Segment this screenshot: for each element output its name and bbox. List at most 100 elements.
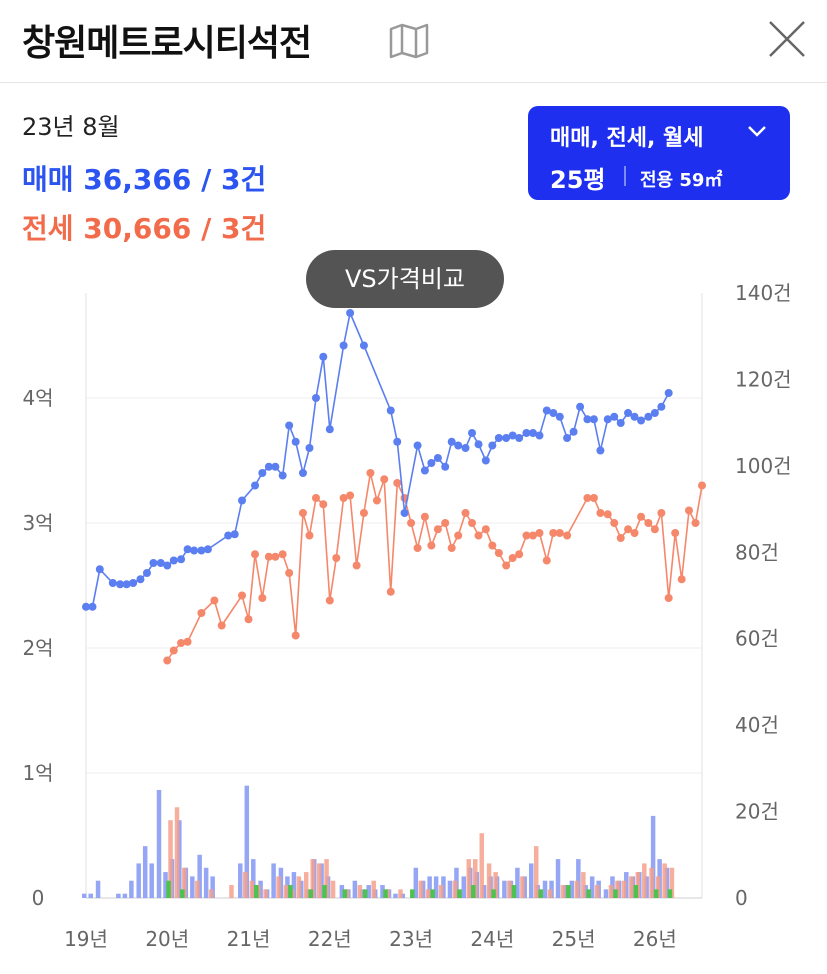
sale-price-point — [393, 437, 402, 446]
rent-price-point — [644, 519, 653, 527]
map-icon[interactable] — [388, 22, 430, 60]
jeonse-volume-bar — [633, 885, 639, 898]
sale-price-point — [650, 409, 659, 417]
sale-volume-bar — [461, 876, 467, 898]
sale-volume-bar — [163, 872, 168, 898]
rent-price-point — [684, 506, 693, 515]
sale-volume-bar — [244, 785, 250, 898]
sale-volume-bar — [278, 867, 284, 898]
rent-price-point — [339, 494, 348, 502]
sale-price-point — [420, 466, 429, 475]
rent-volume-bar — [229, 885, 234, 898]
sale-volume-bar — [664, 867, 670, 898]
rent-volume-bar — [669, 867, 675, 898]
y-left-tick-label: 0 — [32, 886, 45, 910]
rent-price-point — [271, 552, 280, 561]
sale-price-point — [339, 341, 348, 350]
rent-price-point — [386, 587, 395, 596]
sale-price-point — [563, 434, 572, 442]
sale-volume-bar — [359, 889, 365, 898]
sale-price-point — [433, 454, 442, 462]
rent-price-point — [197, 609, 206, 617]
rent-volume-bar — [608, 885, 614, 898]
sale-price-point — [346, 309, 355, 317]
rent-price-point — [258, 594, 267, 602]
sale-price-point — [258, 469, 267, 477]
rent-price-point — [630, 529, 639, 537]
size-label: 25평 — [550, 166, 606, 194]
sale-volume-bar — [542, 880, 548, 898]
sale-price-point — [400, 509, 409, 517]
rent-volume-bar — [243, 872, 248, 898]
sale-price-point — [569, 427, 578, 436]
x-tick-label: 19년 — [64, 927, 108, 951]
sale-price-point — [616, 419, 625, 427]
vs-compare-button[interactable]: VS가격비교 — [306, 250, 504, 308]
rent-price-point — [528, 531, 537, 540]
rent-price-point — [413, 544, 422, 552]
rent-volume-bar — [479, 833, 485, 898]
rent-price-point — [251, 550, 260, 559]
rent-volume-bar — [276, 876, 281, 898]
sale-price-point — [555, 412, 564, 421]
sale-volume-bar — [258, 880, 263, 898]
rent-price-point — [502, 561, 511, 570]
rent-price-point — [346, 491, 355, 500]
rent-price-point — [217, 621, 226, 630]
rent-price-point — [657, 509, 666, 517]
rent-price-point — [624, 525, 633, 534]
jeonse-volume-bar — [362, 889, 368, 898]
y-right-tick-label: 60건 — [735, 627, 779, 651]
sale-price-point — [508, 431, 517, 440]
sale-price-point — [230, 530, 239, 539]
jeonse-volume-bar — [342, 889, 348, 898]
sale-price-point — [238, 496, 247, 505]
rent-price-point — [603, 510, 612, 519]
sale-volume-bar — [502, 880, 507, 898]
sale-price-point — [624, 409, 633, 417]
page-title: 창원메트로시티석전 — [22, 23, 312, 64]
sale-price-point — [285, 421, 294, 430]
rent-volume-bar — [629, 876, 634, 898]
sale-volume-bar — [447, 880, 453, 898]
rent-price-point — [177, 639, 186, 647]
close-icon[interactable] — [764, 16, 810, 62]
sale-volume-bar — [393, 893, 398, 898]
sale-volume-bar — [603, 889, 609, 898]
rent-price-point — [461, 509, 470, 517]
sale-volume-bar — [650, 815, 656, 898]
rent-price-point — [169, 646, 178, 655]
sale-price-point — [203, 545, 212, 554]
rent-volume-bar — [398, 889, 403, 898]
y-right-tick-label: 20건 — [735, 800, 779, 824]
header: 창원메트로시티석전 — [0, 0, 827, 83]
price-chart[interactable]: 0 1억 2억 3억 4억 0 20건 40건 60건 80건 100건 120건 140건 19년 20년… — [0, 270, 827, 970]
sale-price-point — [311, 394, 320, 402]
sale-volume-bar — [589, 876, 595, 898]
rent-volume-bar — [195, 880, 200, 898]
sale-volume-bar — [122, 893, 128, 898]
jeonse-volume-bar — [653, 889, 659, 898]
sale-volume-bar — [380, 885, 385, 898]
rent-volume-bar — [168, 820, 173, 898]
chevron-down-icon — [748, 126, 766, 137]
sale-price-point — [474, 440, 483, 449]
rent-price-point — [332, 554, 341, 562]
deal-type-filter-button[interactable]: 매매, 전세, 월세 25평 전용 59㎡ — [528, 106, 790, 200]
sale-price-point — [502, 434, 511, 442]
sale-price-point — [630, 412, 639, 421]
rent-volume-bar — [493, 872, 498, 898]
jeonse-volume-bar — [288, 885, 293, 898]
sale-volume-bar — [583, 885, 588, 898]
rent-price-point — [380, 475, 389, 484]
rent-price-point — [352, 561, 361, 570]
sale-price-point — [298, 469, 307, 477]
rent-volume-bar — [438, 885, 444, 898]
rent-price-point — [407, 519, 416, 527]
sale-volume-bar — [136, 863, 141, 898]
sale-volume-bar — [522, 876, 527, 898]
rent-price-point — [278, 550, 287, 559]
sale-volume-bar — [319, 863, 324, 898]
sale-volume-bar — [298, 880, 304, 898]
selected-date: 23년 8월 — [22, 113, 120, 141]
